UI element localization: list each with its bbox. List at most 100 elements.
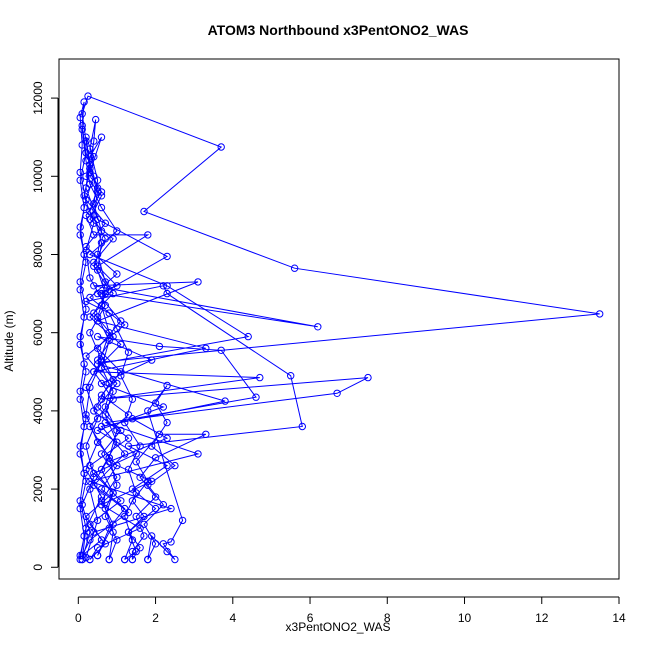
data-point bbox=[90, 469, 98, 478]
data-point bbox=[93, 403, 102, 411]
data-point bbox=[86, 461, 94, 470]
data-point bbox=[124, 434, 133, 442]
data-point bbox=[80, 532, 88, 540]
data-point bbox=[90, 153, 98, 161]
data-point bbox=[80, 360, 88, 368]
data-point bbox=[298, 422, 306, 431]
data-point bbox=[132, 458, 140, 466]
data-point bbox=[596, 310, 604, 318]
data-point bbox=[121, 555, 129, 564]
data-point bbox=[333, 389, 341, 397]
data-point bbox=[117, 317, 125, 325]
data-point bbox=[163, 252, 171, 261]
data-point bbox=[117, 340, 125, 349]
data-point bbox=[86, 383, 94, 392]
data-point bbox=[256, 373, 264, 382]
data-point bbox=[124, 528, 133, 536]
data-point bbox=[163, 547, 171, 556]
data-point bbox=[364, 373, 372, 382]
data-point bbox=[76, 442, 84, 450]
data-point bbox=[113, 270, 121, 278]
data-point bbox=[90, 368, 98, 376]
data-point bbox=[109, 520, 117, 528]
data-point bbox=[84, 92, 92, 100]
data-point bbox=[86, 313, 94, 321]
data-point bbox=[76, 286, 84, 294]
data-point bbox=[132, 512, 140, 521]
data-point bbox=[113, 461, 121, 470]
data-point bbox=[82, 305, 90, 313]
data-point bbox=[151, 540, 160, 548]
y-tick-label: 4000 bbox=[31, 397, 45, 424]
y-axis: 0 2000 4000 6000 8000 10000 12000 bbox=[31, 81, 59, 571]
data-point bbox=[151, 454, 160, 462]
data-point bbox=[90, 282, 98, 290]
data-point bbox=[101, 512, 110, 521]
data-point bbox=[144, 477, 152, 485]
data-point bbox=[93, 356, 102, 364]
data-point bbox=[124, 411, 133, 419]
data-point bbox=[86, 520, 94, 528]
data-point bbox=[202, 344, 210, 352]
y-axis-label: Altitude (m) bbox=[2, 310, 16, 371]
data-point bbox=[113, 473, 121, 481]
data-point bbox=[252, 393, 260, 401]
data-point bbox=[82, 477, 90, 485]
data-point bbox=[105, 555, 113, 564]
data-point bbox=[93, 176, 102, 184]
plot-area-frame bbox=[58, 58, 620, 580]
data-point bbox=[117, 426, 125, 435]
data-point bbox=[136, 473, 144, 481]
data-point bbox=[113, 438, 121, 446]
data-point bbox=[76, 231, 84, 239]
data-point bbox=[163, 282, 171, 290]
data-point bbox=[97, 227, 106, 235]
data-point bbox=[171, 461, 179, 470]
x-tick-label: 14 bbox=[612, 611, 626, 625]
data-point bbox=[93, 184, 102, 192]
data-point bbox=[151, 493, 160, 501]
y-tick-label: 6000 bbox=[31, 319, 45, 346]
data-point bbox=[109, 395, 117, 403]
data-point bbox=[97, 450, 106, 458]
data-point bbox=[82, 297, 90, 306]
data-point bbox=[80, 250, 88, 259]
data-point bbox=[159, 501, 168, 509]
data-point bbox=[76, 340, 84, 349]
data-point bbox=[117, 368, 125, 376]
data-point bbox=[86, 422, 94, 431]
data-point bbox=[117, 497, 125, 505]
data-point bbox=[86, 250, 94, 259]
data-point bbox=[86, 329, 94, 337]
data-point bbox=[76, 332, 84, 341]
data-point bbox=[167, 538, 175, 546]
series-line bbox=[89, 336, 257, 560]
data-point bbox=[148, 532, 156, 540]
data-point bbox=[128, 547, 137, 556]
data-point bbox=[76, 113, 84, 122]
data-point bbox=[97, 133, 106, 141]
data-point bbox=[97, 485, 106, 493]
data-point bbox=[109, 375, 117, 384]
y-tick-label: 2000 bbox=[31, 475, 45, 502]
data-point bbox=[97, 422, 106, 431]
data-point bbox=[113, 481, 121, 489]
y-tick-label: 8000 bbox=[31, 241, 45, 268]
data-point bbox=[140, 532, 148, 540]
data-point bbox=[76, 278, 84, 286]
data-point bbox=[101, 235, 110, 243]
data-point bbox=[163, 461, 171, 470]
data-point bbox=[76, 555, 84, 564]
data-point bbox=[76, 176, 84, 184]
data-point bbox=[109, 289, 117, 298]
data-point bbox=[97, 203, 106, 212]
data-point bbox=[140, 207, 148, 216]
data-point bbox=[80, 98, 88, 106]
data-point bbox=[136, 442, 144, 450]
series-line bbox=[89, 119, 118, 560]
data-point bbox=[86, 160, 94, 169]
data-point bbox=[221, 397, 229, 405]
data-point bbox=[80, 422, 88, 431]
data-point bbox=[144, 231, 152, 239]
